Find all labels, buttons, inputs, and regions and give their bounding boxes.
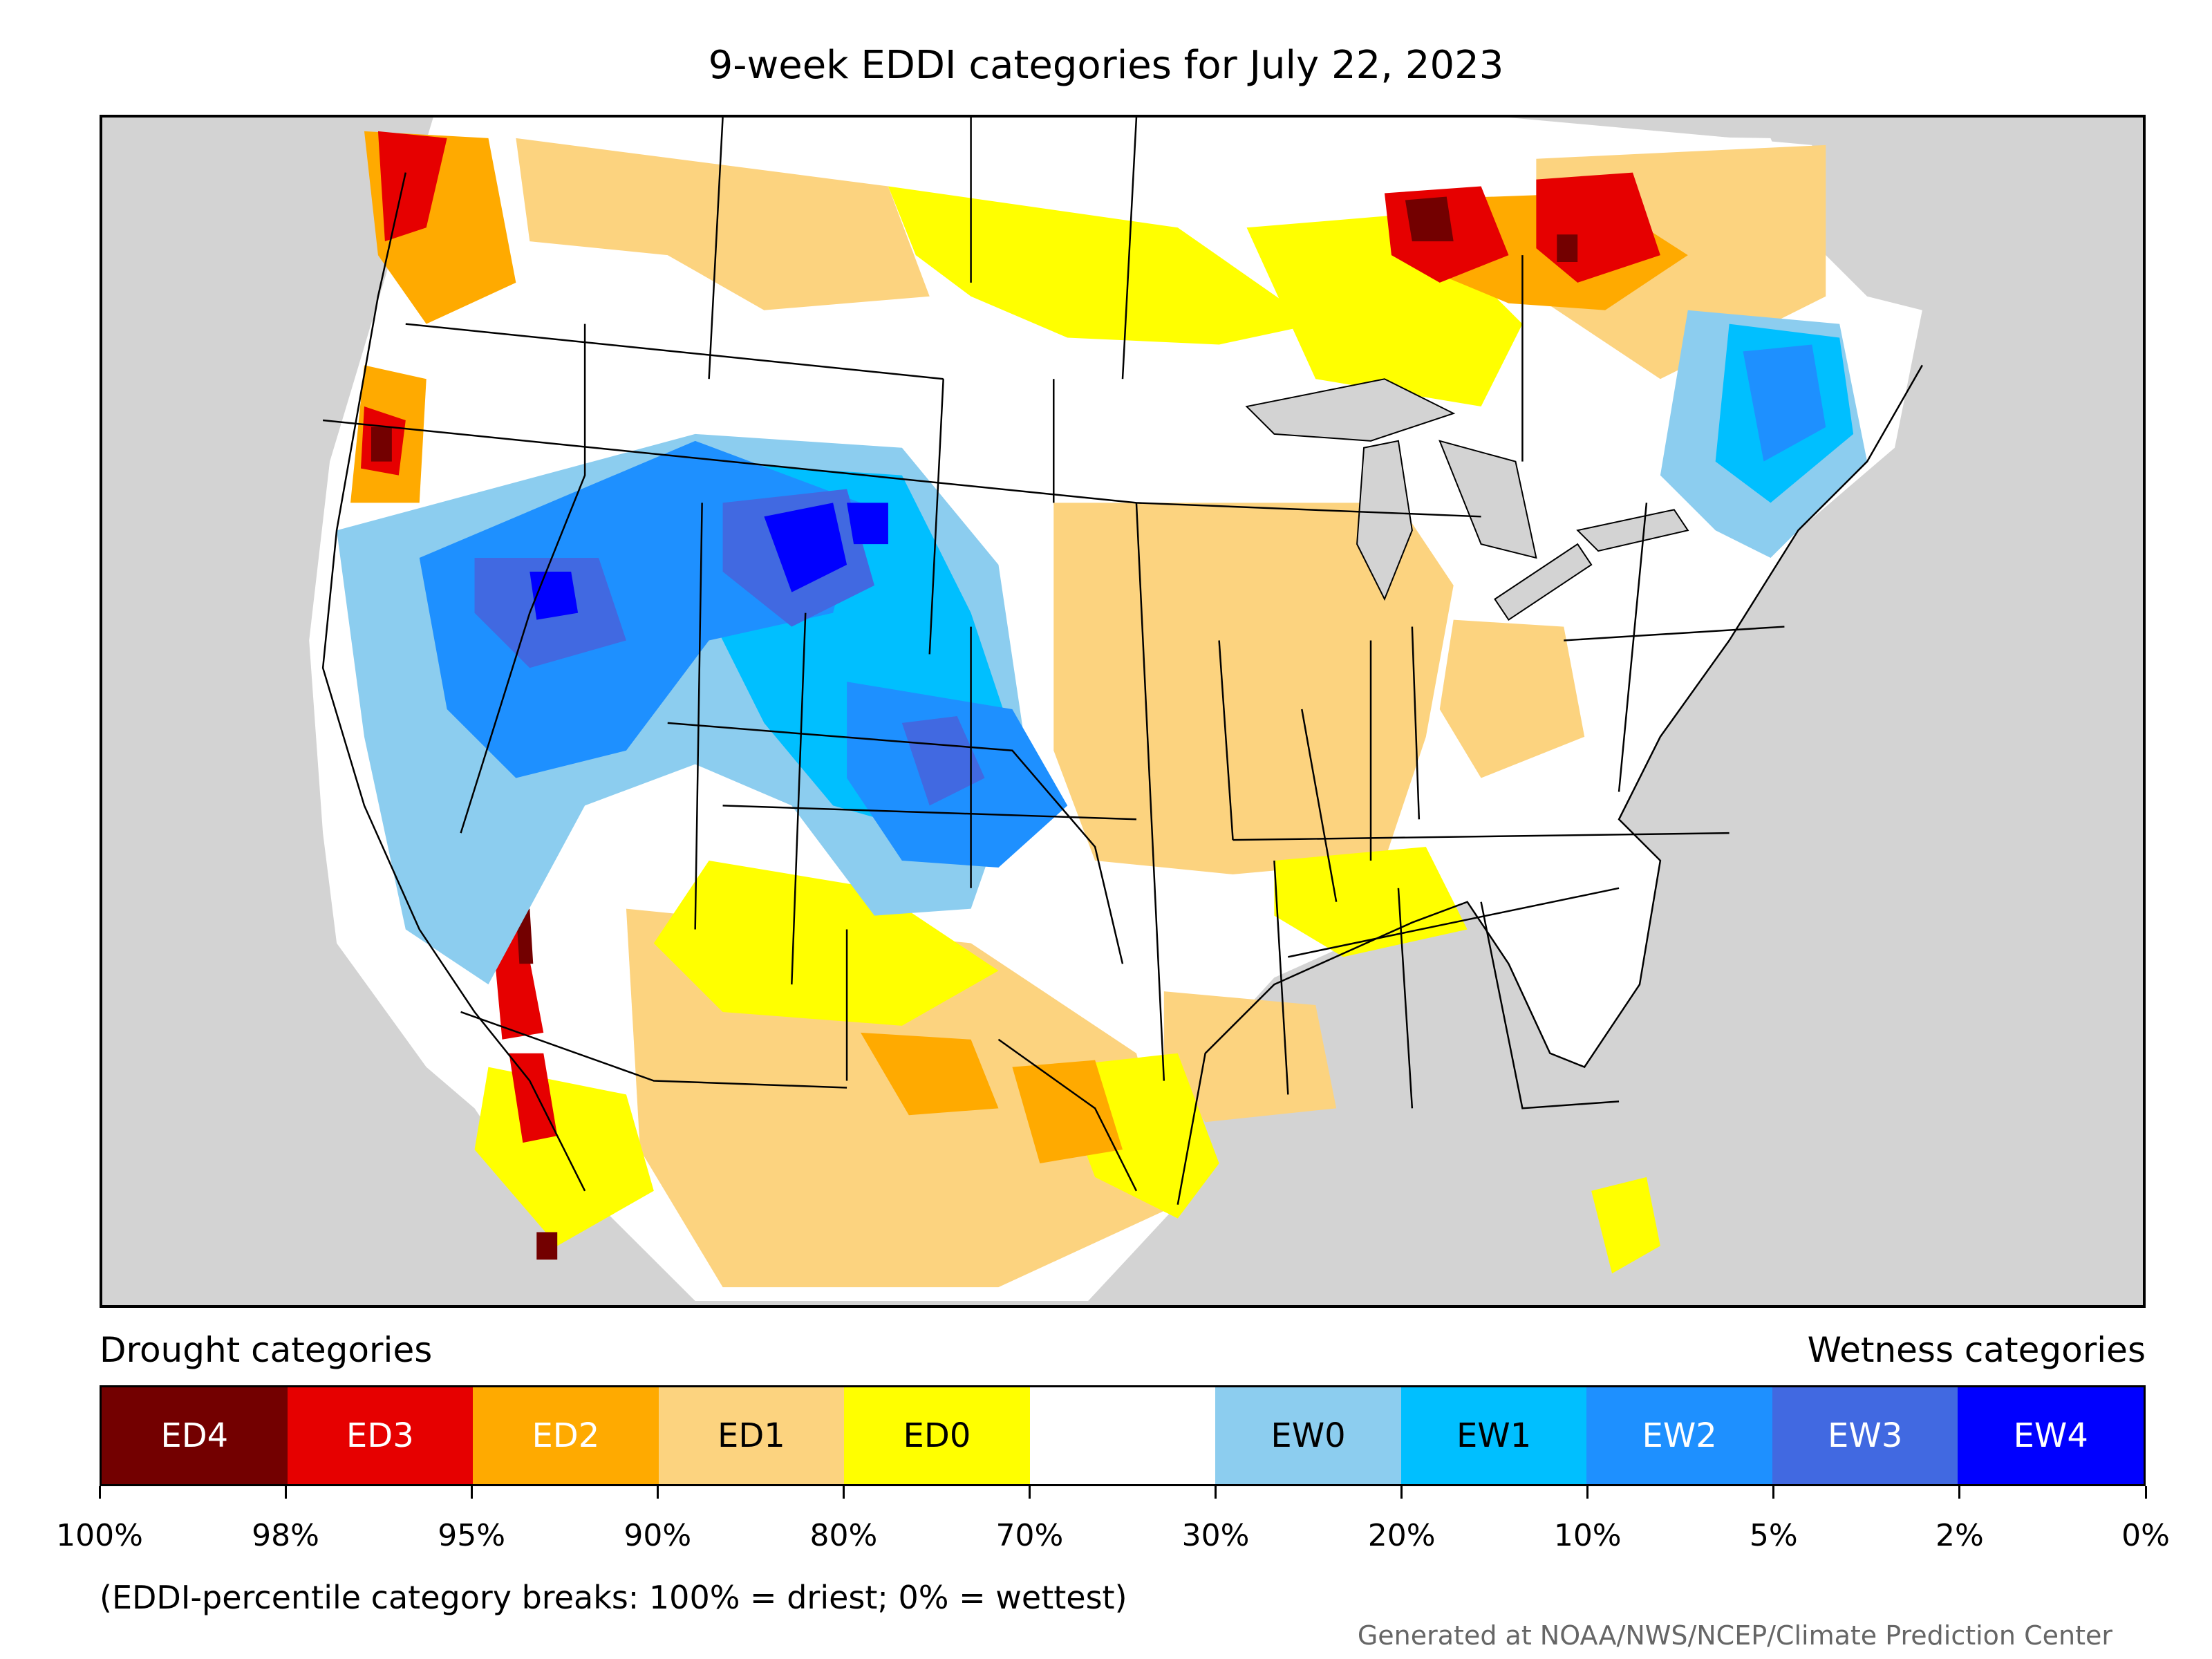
legend-swatch-ew1: EW1 xyxy=(1400,1387,1587,1484)
drought-categories-heading: Drought categories xyxy=(100,1330,433,1370)
colorbar-tick xyxy=(1958,1486,1961,1499)
wetness-categories-heading: Wetness categories xyxy=(1807,1330,2146,1370)
coastline xyxy=(321,172,1923,1205)
colorbar-tick xyxy=(98,1486,101,1499)
eddi-map xyxy=(100,115,2146,1308)
colorbar-tick xyxy=(842,1486,845,1499)
legend-swatch-ed4: ED4 xyxy=(102,1387,288,1484)
colorbar-tick-label: 90% xyxy=(624,1518,692,1553)
colorbar-tick xyxy=(656,1486,659,1499)
colorbar-tick-label: 2% xyxy=(1936,1518,1984,1553)
colorbar-tick-label: 10% xyxy=(1553,1518,1622,1553)
credit-line: Generated at NOAA/NWS/NCEP/Climate Predi… xyxy=(1357,1620,2112,1651)
legend-swatch-ew0: EW0 xyxy=(1215,1387,1401,1484)
colorbar-tick-label: 5% xyxy=(1749,1518,1798,1553)
legend-swatch-normal xyxy=(1029,1387,1216,1484)
colorbar-tick-label: 20% xyxy=(1367,1518,1436,1553)
legend-swatch-ed3: ED3 xyxy=(287,1387,474,1484)
boundaries xyxy=(323,118,1785,1192)
colorbar-tick xyxy=(470,1486,473,1499)
colorbar-tick xyxy=(1772,1486,1775,1499)
colorbar-tick xyxy=(1400,1486,1403,1499)
colorbar-tick-label: 0% xyxy=(2121,1518,2170,1553)
map-canvas xyxy=(309,118,1923,1302)
colorbar-tick-label: 95% xyxy=(438,1518,506,1553)
colorbar-tick xyxy=(284,1486,287,1499)
colorbar-tick xyxy=(1028,1486,1031,1499)
ed4-areas xyxy=(371,196,1578,1260)
category-colorbar: ED4 ED3 ED2 ED1 ED0 EW0 EW1 EW2 EW3 EW4 xyxy=(100,1385,2146,1486)
colorbar-tick-label: 80% xyxy=(809,1518,878,1553)
legend-swatch-ed1: ED1 xyxy=(658,1387,845,1484)
category-note: (EDDI-percentile category breaks: 100% =… xyxy=(100,1579,1127,1616)
colorbar-tick-label: 100% xyxy=(56,1518,143,1553)
map-title: 9-week EDDI categories for July 22, 2023 xyxy=(708,43,1504,88)
colorbar-tick xyxy=(1215,1486,1217,1499)
legend-swatch-ew2: EW2 xyxy=(1586,1387,1772,1484)
legend-swatch-ew3: EW3 xyxy=(1772,1387,1958,1484)
colorbar-tick xyxy=(1586,1486,1589,1499)
legend-swatch-ew4: EW4 xyxy=(1958,1387,2144,1484)
legend-swatch-ed2: ED2 xyxy=(473,1387,659,1484)
colorbar-ticks xyxy=(98,1486,2147,1507)
legend-swatch-ed0: ED0 xyxy=(844,1387,1030,1484)
colorbar-tick-label: 30% xyxy=(1181,1518,1250,1553)
colorbar-tick-label: 70% xyxy=(995,1518,1064,1553)
colorbar-tick xyxy=(2144,1486,2147,1499)
great-lakes xyxy=(1245,378,1689,621)
colorbar-tick-label: 98% xyxy=(252,1518,319,1553)
